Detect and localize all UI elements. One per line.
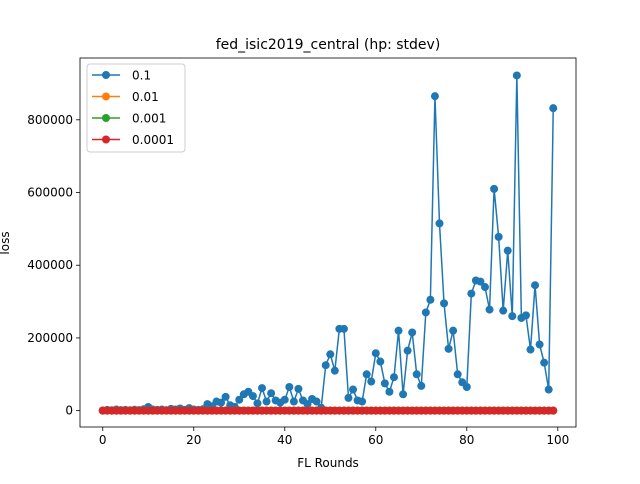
data-point	[453, 370, 462, 379]
data-point	[408, 328, 417, 337]
data-point	[280, 395, 289, 404]
legend-item: 0.01	[92, 90, 159, 104]
y-axis-label: loss	[0, 231, 12, 254]
legend-marker	[102, 92, 110, 101]
data-point	[444, 344, 453, 353]
data-point	[435, 219, 444, 228]
legend-label: 0.01	[132, 90, 159, 104]
data-point	[426, 295, 435, 304]
data-point	[521, 311, 530, 320]
x-tick-label: 60	[368, 433, 383, 447]
legend: 0.1 0.01 0.001 0.0001	[86, 63, 186, 153]
data-point	[449, 326, 458, 335]
data-point	[399, 390, 408, 399]
data-point	[349, 385, 358, 394]
x-tick-label: 20	[186, 433, 201, 447]
data-point	[440, 299, 449, 308]
data-point	[221, 392, 230, 401]
y-axis: 0 200000 400000 600000 800000	[27, 113, 80, 418]
data-point	[544, 385, 553, 394]
y-tick-label: 800000	[27, 113, 73, 127]
plot-content	[98, 71, 558, 415]
legend-item: 0.1	[92, 69, 151, 83]
legend-item: 0.0001	[92, 133, 174, 147]
data-point	[326, 350, 335, 359]
data-point	[394, 326, 403, 335]
data-point	[380, 379, 389, 388]
data-point	[253, 399, 262, 408]
y-tick-label: 0	[65, 404, 73, 418]
data-point	[362, 370, 371, 379]
y-tick-label: 200000	[27, 331, 73, 345]
x-tick-label: 0	[99, 433, 107, 447]
data-point	[462, 383, 471, 392]
data-point	[321, 361, 330, 370]
series-0.0001	[98, 406, 558, 415]
data-point	[476, 277, 485, 286]
chart-title: fed_isic2019_central (hp: stdev)	[216, 37, 441, 53]
y-tick-label: 600000	[27, 186, 73, 200]
data-point	[526, 345, 535, 354]
data-point	[248, 392, 257, 401]
data-point	[217, 398, 226, 407]
data-point	[285, 383, 294, 392]
data-point	[267, 389, 276, 398]
data-point	[389, 373, 398, 382]
legend-box	[86, 63, 186, 153]
data-point	[417, 381, 426, 390]
data-point	[503, 246, 512, 255]
x-axis: 0 20 40 60 80 100	[99, 427, 569, 447]
data-point	[376, 357, 385, 366]
y-tick-label: 400000	[27, 258, 73, 272]
data-point	[494, 232, 503, 241]
data-point	[262, 397, 271, 406]
data-point	[403, 346, 412, 355]
legend-item: 0.001	[92, 112, 166, 126]
data-point	[499, 306, 508, 315]
data-point	[508, 312, 517, 321]
data-point	[385, 387, 394, 396]
x-tick-label: 100	[546, 433, 569, 447]
data-point	[535, 340, 544, 349]
data-point	[289, 397, 298, 406]
legend-label: 0.1	[132, 69, 151, 83]
data-point	[235, 395, 244, 404]
x-axis-label: FL Rounds	[297, 456, 359, 470]
data-point	[312, 397, 321, 406]
legend-marker	[102, 114, 110, 122]
data-point	[549, 104, 558, 113]
plot-frame	[79, 57, 577, 428]
data-point	[485, 305, 494, 314]
data-point	[531, 281, 540, 290]
data-point	[367, 377, 376, 386]
data-point	[512, 71, 521, 80]
data-point	[421, 308, 430, 317]
legend-label: 0.0001	[132, 133, 174, 147]
x-tick-label: 40	[277, 433, 292, 447]
data-point	[258, 384, 267, 393]
legend-label: 0.001	[132, 112, 166, 126]
data-point	[412, 370, 421, 379]
data-point	[540, 358, 549, 367]
data-point	[549, 406, 558, 415]
data-point	[330, 366, 339, 375]
data-point	[294, 384, 303, 393]
data-point	[371, 349, 380, 358]
data-point	[480, 283, 489, 292]
data-point	[339, 324, 348, 333]
data-point	[303, 400, 312, 409]
legend-marker	[102, 71, 110, 79]
data-point	[358, 397, 367, 406]
x-tick-label: 80	[459, 433, 474, 447]
data-point	[490, 184, 499, 193]
legend-marker	[102, 135, 110, 144]
data-point	[344, 393, 353, 402]
data-point	[467, 289, 476, 298]
data-point	[430, 92, 439, 101]
